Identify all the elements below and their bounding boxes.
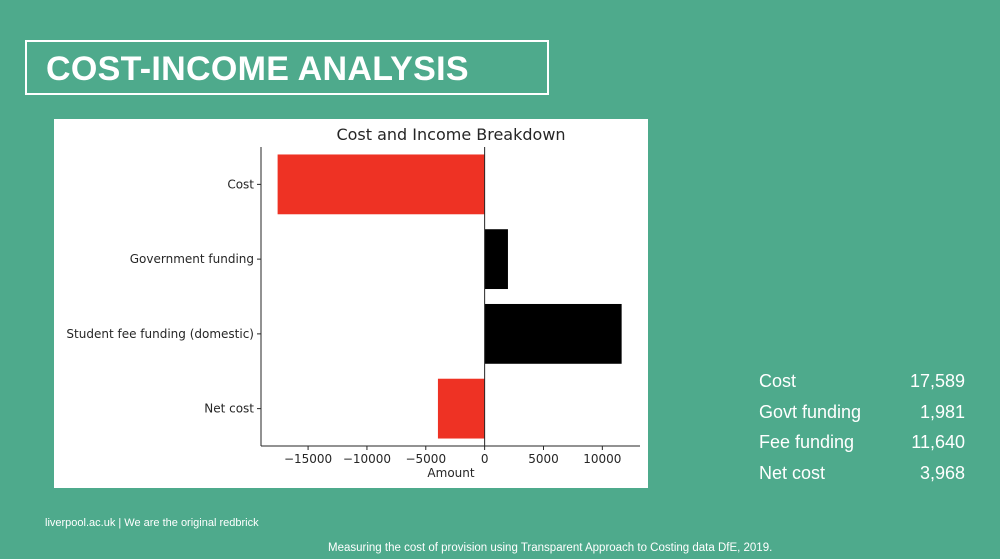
bar-government-funding	[484, 229, 508, 290]
x-axis-label: Amount	[427, 466, 474, 480]
x-tick-label: −5000	[405, 452, 446, 466]
summary-row: Cost 17,589	[759, 366, 965, 397]
bar-chart: Cost and Income Breakdown Cost Government…	[66, 125, 640, 480]
title-box: COST-INCOME ANALYSIS	[25, 40, 549, 95]
summary-row: Govt funding 1,981	[759, 397, 965, 428]
summary-label: Govt funding	[759, 401, 862, 422]
summary-value: 17,589	[909, 371, 965, 391]
x-tick-label: −15000	[284, 452, 332, 466]
chart-title: Cost and Income Breakdown	[336, 125, 565, 144]
y-tick-label: Student fee funding (domestic)	[66, 327, 254, 341]
summary-row: Fee funding 11,640	[759, 427, 965, 458]
chart-panel: Cost and Income Breakdown Cost Government…	[54, 119, 648, 488]
x-tick-label: 5000	[528, 452, 559, 466]
summary-value: 1,981	[919, 401, 965, 422]
summary-value: 3,968	[919, 462, 965, 483]
bar-cost	[277, 154, 485, 215]
summary-value: 11,640	[911, 432, 965, 452]
y-tick-label: Cost	[227, 177, 254, 191]
x-tick-label: 10000	[583, 452, 621, 466]
bar-student-fee-funding-domestic	[484, 303, 622, 364]
footer-site: liverpool.ac.uk | We are the original re…	[45, 517, 259, 529]
x-tick-label: −10000	[343, 452, 391, 466]
page-title: COST-INCOME ANALYSIS	[46, 50, 469, 88]
bar-net-cost	[437, 378, 485, 439]
summary-row: Net cost 3,968	[759, 458, 965, 489]
y-tick-label: Net cost	[204, 402, 254, 416]
y-tick-label: Government funding	[130, 252, 254, 266]
summary-label: Fee funding	[759, 432, 855, 452]
summary-label: Cost	[759, 371, 797, 391]
summary-table: Cost 17,589 Govt funding 1,981 Fee funding 11…	[759, 366, 965, 488]
summary-label: Net cost	[759, 462, 826, 483]
x-tick-label: 0	[481, 452, 489, 466]
footer-source: Measuring the cost of provision using Tr…	[328, 542, 773, 554]
